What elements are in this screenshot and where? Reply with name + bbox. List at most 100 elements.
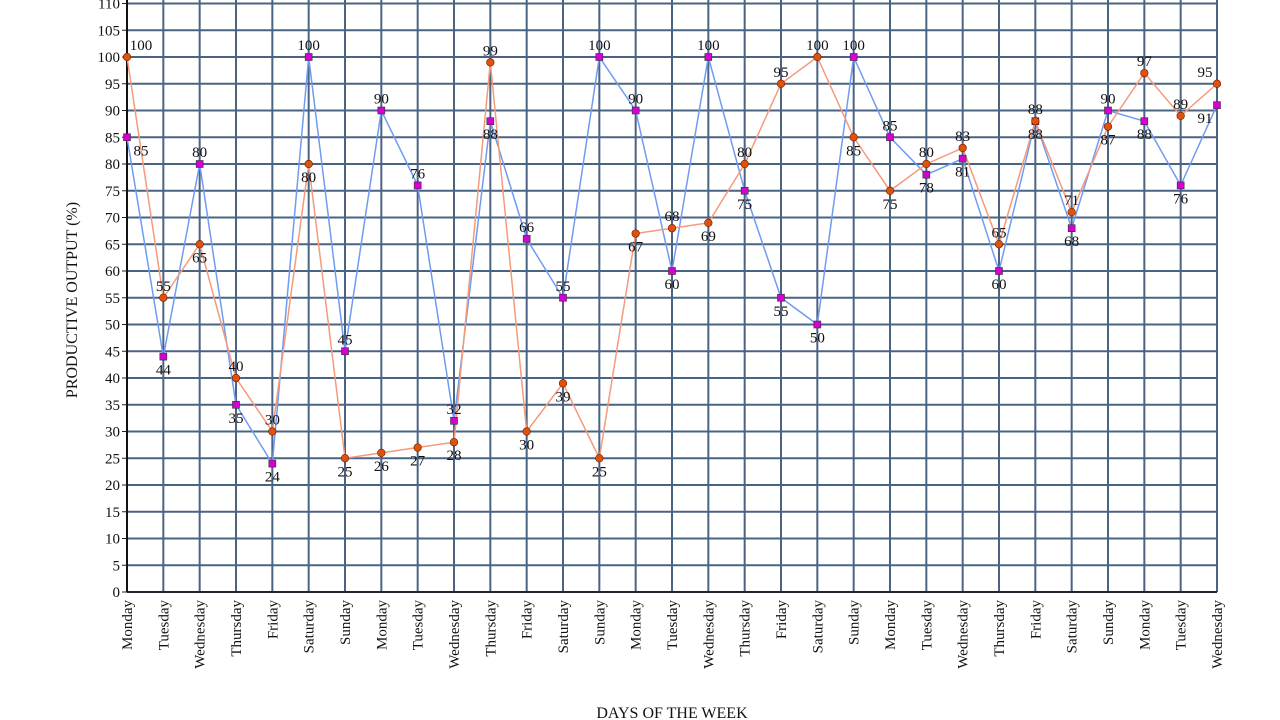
data-label: 80	[919, 145, 934, 161]
data-point	[1212, 79, 1222, 88]
data-point	[449, 438, 459, 447]
data-label: 100	[806, 38, 829, 54]
data-label: 85	[883, 118, 898, 134]
data-point	[450, 416, 458, 425]
data-point	[1104, 106, 1112, 115]
data-point	[668, 267, 676, 275]
data-point	[1140, 68, 1149, 78]
x-tick-label: Monday	[374, 600, 390, 650]
y-tick-label: 70	[105, 211, 120, 227]
data-label: 28	[447, 448, 462, 464]
data-point	[631, 229, 640, 238]
y-tick-label: 60	[105, 264, 120, 280]
data-point	[522, 427, 531, 436]
data-point	[231, 373, 241, 383]
x-tick-label: Tuesday	[919, 600, 935, 651]
data-point	[886, 133, 894, 142]
y-tick-label: 35	[105, 398, 120, 414]
data-label: 80	[192, 145, 207, 161]
data-label: 71	[1064, 193, 1079, 209]
x-tick-label: Monday	[120, 600, 136, 650]
data-label: 88	[483, 127, 498, 143]
data-label: 76	[1173, 191, 1189, 207]
data-label: 95	[1198, 65, 1213, 81]
data-point	[958, 143, 967, 153]
data-point	[341, 347, 349, 356]
data-label: 87	[1101, 133, 1117, 149]
data-label: 99	[483, 43, 498, 59]
data-label: 95	[774, 65, 789, 81]
data-label: 100	[842, 38, 865, 54]
y-tick-label: 90	[105, 104, 120, 120]
x-tick-label: Sunday	[338, 600, 354, 646]
data-label: 68	[665, 209, 680, 225]
data-point	[558, 379, 568, 388]
data-label: 100	[130, 38, 153, 54]
data-point	[740, 159, 749, 169]
data-point	[704, 218, 713, 227]
y-axis-ticks: 0 5 10 15 20 25 30 35 40 45 50 55 60 65 70 75 80 85 90 95 10…	[98, 0, 127, 601]
data-label: 89	[1173, 97, 1188, 113]
data-label: 60	[665, 277, 680, 293]
data-label: 67	[628, 240, 644, 256]
data-point	[631, 106, 640, 115]
y-tick-label: 50	[105, 318, 120, 334]
data-point	[776, 79, 786, 88]
data-point	[377, 448, 386, 458]
data-point	[813, 52, 822, 62]
x-axis-title: DAYS OF THE WEEK	[596, 705, 748, 720]
x-tick-label: Monday	[629, 600, 645, 650]
data-label: 78	[919, 181, 934, 197]
x-tick-label: Thursday	[992, 600, 1008, 657]
data-point	[522, 235, 531, 243]
series-1-markers: 85 44 80 35 24 100 45 90 76 32 88 66 55 100 90 60 100 75 5…	[123, 38, 1221, 486]
data-point	[195, 240, 204, 249]
x-tick-label: Tuesday	[665, 600, 681, 651]
x-tick-label: Friday	[1028, 600, 1044, 640]
data-label: 91	[1198, 111, 1213, 127]
x-tick-label: Saturday	[810, 600, 826, 654]
y-tick-label: 25	[105, 451, 120, 467]
y-tick-label: 20	[105, 478, 120, 494]
y-tick-label: 85	[105, 130, 120, 146]
x-tick-label: Saturday	[302, 600, 318, 654]
data-point	[232, 400, 240, 409]
data-point	[1031, 117, 1040, 126]
data-point	[268, 459, 277, 468]
data-point	[486, 117, 495, 125]
data-point	[1067, 208, 1076, 217]
x-tick-label: Sunday	[847, 600, 863, 646]
data-point	[268, 427, 277, 436]
data-point	[1176, 181, 1185, 190]
data-point	[1213, 101, 1221, 109]
data-label: 25	[338, 464, 353, 480]
y-tick-label: 40	[105, 371, 120, 387]
y-tick-label: 75	[105, 184, 120, 200]
y-tick-label: 55	[105, 291, 120, 307]
y-tick-label: 110	[98, 0, 120, 13]
x-tick-label: Wednesday	[956, 600, 972, 669]
data-point	[413, 443, 422, 452]
data-label: 35	[229, 411, 244, 427]
data-point	[1140, 117, 1149, 125]
y-tick-label: 10	[105, 532, 120, 548]
y-tick-label: 45	[105, 344, 120, 360]
data-point	[667, 224, 677, 233]
data-label: 55	[774, 304, 789, 320]
series-2-markers: 100 55 65 40 30 80 25 26 27 28 99 30 39 25 67 68 69 80 95 1…	[122, 38, 1222, 480]
x-tick-label: Wednesday	[701, 600, 717, 669]
data-label: 85	[846, 143, 861, 159]
data-label: 40	[229, 359, 244, 375]
x-tick-label: Sunday	[1101, 600, 1117, 646]
data-point	[849, 133, 858, 142]
data-label: 75	[737, 197, 752, 213]
x-tick-label: Thursday	[229, 600, 245, 657]
data-point	[159, 352, 168, 361]
x-tick-label: Saturday	[556, 600, 572, 654]
data-label: 30	[519, 438, 534, 454]
data-label: 32	[447, 402, 462, 418]
data-label: 85	[134, 143, 149, 159]
data-point	[304, 53, 313, 61]
data-point	[740, 186, 749, 195]
